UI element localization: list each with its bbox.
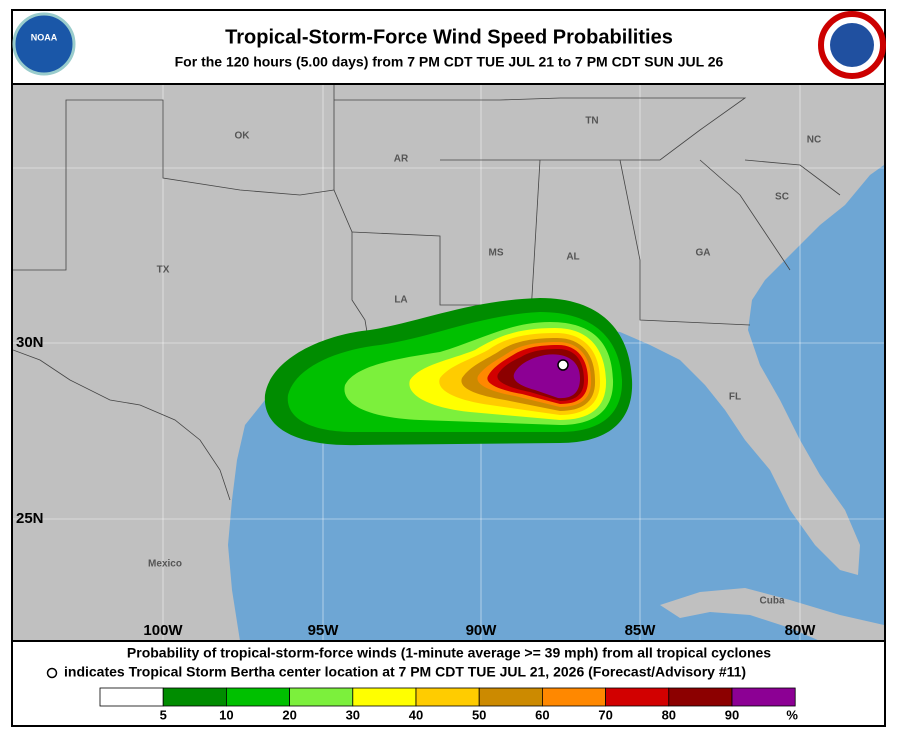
legend-tick: 20 (282, 707, 296, 722)
region-label: OK (235, 131, 251, 142)
legend-tick: 80 (662, 707, 676, 722)
lon-label: 80W (785, 622, 817, 639)
land (13, 84, 884, 641)
legend: 5 10 20 30 40 50 60 70 80 90% (99, 687, 798, 722)
noaa-text: NOAA (31, 32, 58, 42)
lat-label: 30N (16, 334, 44, 351)
footer-line1: Probability of tropical-storm-force wind… (127, 645, 771, 661)
region-label: Mexico (148, 559, 182, 570)
legend-swatch (225, 687, 290, 707)
legend-unit: % (786, 707, 798, 722)
region-label: Cuba (760, 596, 785, 607)
legend-tick: 5 (160, 707, 167, 722)
legend-tick: 30 (346, 707, 360, 722)
legend-tick: 50 (472, 707, 486, 722)
storm-center (557, 359, 569, 371)
border (699, 159, 791, 271)
legend-swatch (478, 687, 543, 707)
footer-line2: indicates Tropical Storm Bertha center l… (64, 664, 746, 680)
subtitle: For the 120 hours (5.00 days) from 7 PM … (175, 54, 724, 70)
borders (13, 84, 841, 501)
nws-logo (818, 11, 886, 79)
cuba (660, 588, 884, 641)
legend-swatch (605, 687, 670, 707)
region-label: LA (394, 295, 407, 306)
legend-swatch (542, 687, 607, 707)
region-label: GA (696, 248, 711, 259)
probability-contours (264, 298, 633, 446)
region-label: AL (566, 252, 579, 263)
legend-swatch (668, 687, 733, 707)
lon-label: 100W (143, 622, 183, 639)
region-label: FL (729, 392, 741, 403)
region-label: AR (394, 154, 409, 165)
legend-swatch (352, 687, 417, 707)
region-label: MS (489, 248, 504, 259)
title: Tropical-Storm-Force Wind Speed Probabil… (225, 26, 673, 48)
legend-swatch (162, 687, 227, 707)
legend-tick: 40 (409, 707, 423, 722)
legend-tick: 60 (535, 707, 549, 722)
legend-swatch (731, 687, 796, 707)
legend-swatch (289, 687, 354, 707)
lon-label: 95W (308, 622, 340, 639)
legend-tick: 70 (598, 707, 612, 722)
border (744, 159, 841, 196)
noaa-logo: NOAA (12, 12, 76, 76)
map: OK AR TN NC SC MS AL GA TX LA FL Mexico Cuba 30N 25N 10… (13, 84, 884, 641)
border (13, 99, 335, 271)
nws-center (830, 23, 874, 67)
lat-label: 25N (16, 510, 44, 527)
region-label: TN (585, 116, 598, 127)
legend-tick: 10 (219, 707, 233, 722)
region-label: SC (775, 192, 789, 203)
legend-tick: 90 (725, 707, 739, 722)
legend-swatch (415, 687, 480, 707)
lon-label: 85W (625, 622, 657, 639)
border (333, 84, 371, 351)
border (619, 159, 751, 326)
region-label: NC (807, 135, 821, 146)
noaa-circle (12, 12, 76, 76)
legend-swatch (99, 687, 164, 707)
center-symbol (46, 667, 58, 679)
lon-label: 90W (466, 622, 498, 639)
border (13, 349, 231, 501)
border (334, 97, 747, 161)
region-label: TX (157, 265, 170, 276)
